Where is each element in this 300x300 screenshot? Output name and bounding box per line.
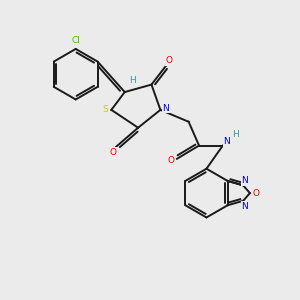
Text: H: H [129, 76, 136, 85]
Text: S: S [102, 105, 108, 114]
Text: Cl: Cl [72, 36, 81, 45]
Text: N: N [241, 176, 248, 185]
Text: O: O [253, 189, 260, 198]
Text: O: O [110, 148, 117, 157]
Text: O: O [165, 56, 172, 65]
Text: H: H [232, 130, 239, 139]
Text: O: O [168, 156, 175, 165]
Text: N: N [241, 202, 248, 211]
Text: N: N [162, 104, 169, 113]
Text: N: N [223, 137, 230, 146]
